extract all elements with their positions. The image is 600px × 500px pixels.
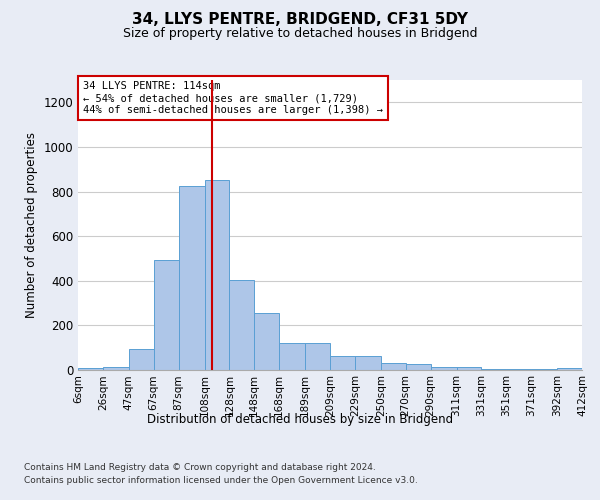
Bar — [205, 180, 229, 370]
Bar — [531, 369, 557, 370]
Bar — [129, 349, 154, 370]
Bar — [355, 356, 381, 370]
Bar — [229, 280, 254, 370]
Bar — [381, 364, 406, 370]
Bar — [457, 366, 481, 370]
Bar — [305, 343, 330, 370]
Y-axis label: Number of detached properties: Number of detached properties — [25, 132, 38, 318]
Bar — [506, 369, 531, 370]
Bar — [481, 369, 506, 370]
Bar — [431, 366, 457, 370]
Text: 34 LLYS PENTRE: 114sqm
← 54% of detached houses are smaller (1,729)
44% of semi-: 34 LLYS PENTRE: 114sqm ← 54% of detached… — [83, 82, 383, 114]
Bar — [279, 343, 305, 370]
Bar — [557, 368, 582, 370]
Bar — [254, 313, 279, 370]
Text: Distribution of detached houses by size in Bridgend: Distribution of detached houses by size … — [147, 412, 453, 426]
Text: Size of property relative to detached houses in Bridgend: Size of property relative to detached ho… — [123, 28, 477, 40]
Bar — [179, 186, 205, 370]
Bar — [406, 364, 431, 370]
Bar — [154, 260, 179, 370]
Bar — [78, 368, 103, 370]
Text: Contains public sector information licensed under the Open Government Licence v3: Contains public sector information licen… — [24, 476, 418, 485]
Text: Contains HM Land Registry data © Crown copyright and database right 2024.: Contains HM Land Registry data © Crown c… — [24, 462, 376, 471]
Text: 34, LLYS PENTRE, BRIDGEND, CF31 5DY: 34, LLYS PENTRE, BRIDGEND, CF31 5DY — [132, 12, 468, 28]
Bar — [103, 366, 129, 370]
Bar — [330, 356, 355, 370]
